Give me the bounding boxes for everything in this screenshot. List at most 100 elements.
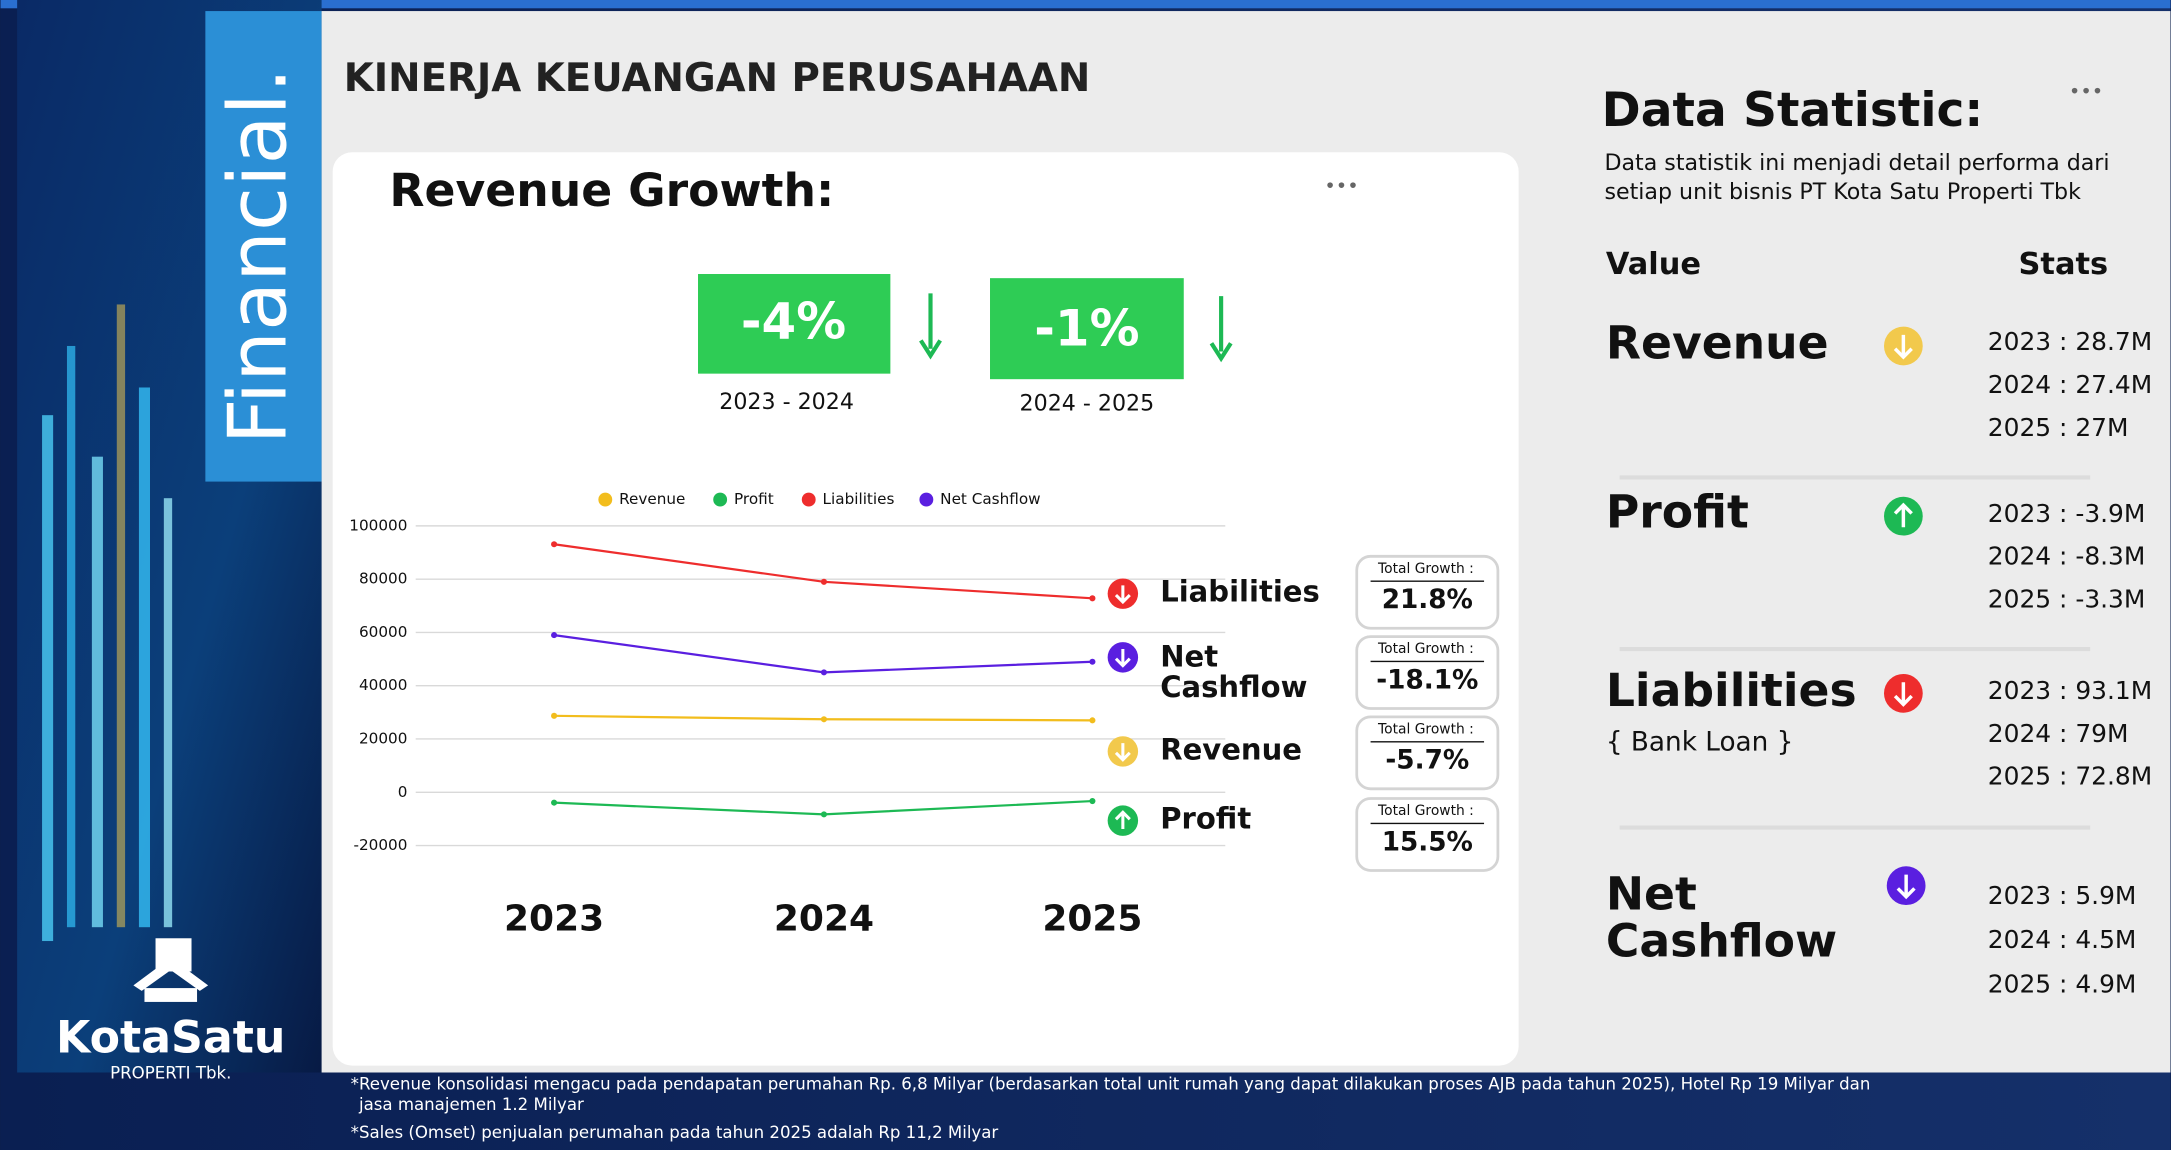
x-tick-label: 2024 (774, 898, 874, 939)
growth-total: -18.1% (1376, 665, 1478, 695)
y-tick-label: 40000 (359, 676, 407, 694)
legend-label: Net Cashflow (940, 490, 1040, 508)
stat-name: Liabilities (1606, 664, 1857, 717)
column-header: Value (1606, 247, 1701, 282)
growth-box (1355, 797, 1500, 872)
growth-value: -4% (741, 293, 846, 351)
legend-marker (801, 492, 816, 507)
stat-value: 2023 : -3.9M (1988, 499, 2146, 528)
growth-box (1355, 635, 1500, 710)
growth-total: 15.5% (1382, 827, 1473, 857)
point (820, 578, 827, 585)
down-arrow (919, 293, 942, 360)
stat-value: 2024 : -8.3M (1988, 542, 2146, 571)
point (820, 811, 827, 818)
point (551, 799, 558, 806)
line-chart: -20000 0 20000 40000 60000 80000 100000 2023 202… (349, 490, 1226, 939)
stat-description: Data statistik ini menjadi detail perfor… (1604, 150, 2109, 176)
stat-values: 2023 : 28.7M 2024 : 27.4M 2025 : 27M 2023 :… (1988, 327, 2152, 998)
growth-box (1355, 715, 1500, 791)
stat-value: 2023 : 93.1M (1988, 676, 2152, 705)
point (551, 632, 558, 639)
growth-box (990, 278, 1184, 380)
growth-box (1355, 554, 1500, 630)
stat-name: Cashflow (1606, 914, 1837, 967)
logo-sub: PROPERTI Tbk. (110, 1063, 231, 1082)
footnote: jasa manajemen 1.2 Milyar (358, 1095, 584, 1114)
stat-name: Net (1606, 867, 1697, 920)
footnote: *Sales (Omset) penjualan perumahan pada … (351, 1123, 999, 1142)
separators (1619, 475, 2091, 830)
stat-value: 2023 : 5.9M (1988, 881, 2137, 910)
logo: KotaSatu (56, 1013, 285, 1064)
growth-total: -5.7% (1385, 746, 1469, 776)
card-title: Revenue Growth: (389, 164, 834, 217)
stat-value: 2025 : 27M (1988, 413, 2129, 442)
growth-caption: Total Growth : (1377, 641, 1474, 657)
growth-card (332, 152, 1519, 1066)
series-label: Revenue (1160, 732, 1302, 766)
stat-value: 2025 : 72.8M (1988, 762, 2152, 791)
point (551, 541, 558, 548)
y-tick-label: -20000 (353, 836, 407, 854)
header-title: KINERJA KEUANGAN PERUSAHAAN (344, 56, 1091, 101)
y-tick-label: 20000 (359, 729, 407, 747)
series-label: Profit (1160, 802, 1251, 836)
growth-caption: Total Growth : (1377, 721, 1474, 737)
growth-caption: Total Growth : (1377, 803, 1474, 819)
point (1089, 658, 1096, 665)
y-tick-label: 60000 (359, 623, 407, 641)
growth-total: 21.8% (1382, 585, 1473, 615)
stat-value: 2023 : 28.7M (1988, 327, 2152, 356)
stat-value: 2024 : 79M (1988, 719, 2129, 748)
column-header: Stats (2018, 247, 2108, 282)
growth-caption: Total Growth : (1377, 561, 1474, 577)
menu[interactable]: ••• (2069, 80, 2103, 103)
logo-icon (133, 938, 209, 1002)
growth-value: -1% (1034, 300, 1139, 358)
point (1089, 717, 1096, 724)
point (1089, 798, 1096, 805)
legend-label: Profit (734, 490, 774, 508)
growth-period: 2023 - 2024 (719, 389, 854, 415)
point (820, 716, 827, 723)
stat-icons (1883, 326, 1926, 906)
total-growth-list: Total Growth : 21.8% Total Growth : -18.1% T… (1355, 554, 1500, 872)
x-tick-label: 2025 (1042, 898, 1142, 939)
growth-box (698, 274, 891, 374)
legend-label: Revenue (619, 490, 685, 508)
stat-value: 2024 : 4.5M (1988, 925, 2137, 954)
brand-strip (205, 11, 322, 482)
stat-name: Revenue (1606, 316, 1829, 369)
point (820, 669, 827, 676)
stat-name: Profit (1606, 485, 1749, 538)
legend-marker (919, 492, 934, 507)
series-label: Liabilities (1160, 575, 1320, 609)
point (1089, 595, 1096, 602)
growth-period: 2024 - 2025 (1020, 391, 1155, 417)
footnote: *Revenue konsolidasi mengacu pada pendap… (351, 1074, 1871, 1093)
stat-value: 2024 : 27.4M (1988, 370, 2152, 399)
down-arrow (1209, 296, 1233, 363)
x-tick-label: 2023 (504, 898, 604, 939)
stat-value: 2025 : 4.9M (1988, 969, 2137, 998)
stat-title: Data Statistic: (1602, 83, 1983, 138)
series-icons (1107, 578, 1139, 836)
y-tick-label: 80000 (359, 570, 407, 588)
side-title: Financial. (211, 68, 304, 445)
menu[interactable]: ••• (1324, 174, 1358, 197)
point (551, 712, 558, 719)
stat-note: { Bank Loan } (1606, 728, 1794, 758)
legend-label: Liabilities (823, 490, 895, 508)
y-tick-label: 100000 (349, 516, 407, 534)
y-tick-label: 0 (398, 783, 408, 801)
series-label: Net (1160, 640, 1218, 674)
stat-value: 2025 : -3.3M (1988, 585, 2146, 614)
stat-description: setiap unit bisnis PT Kota Satu Properti… (1604, 179, 2081, 205)
top-bar (0, 0, 2171, 9)
series-label: Cashflow (1160, 670, 1307, 704)
legend-marker (713, 492, 728, 507)
legend-marker (598, 492, 613, 507)
